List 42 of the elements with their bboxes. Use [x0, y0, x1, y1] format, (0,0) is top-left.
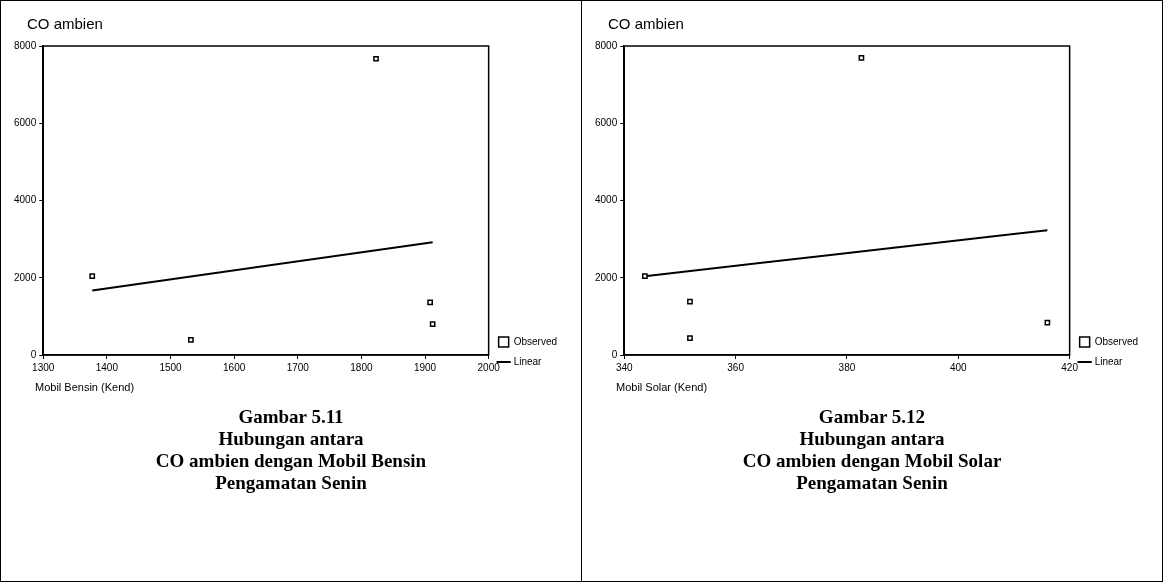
point	[687, 335, 693, 341]
x-tick-label: 1400	[95, 361, 119, 373]
y-tick-label: 2000	[14, 271, 37, 283]
point	[89, 273, 96, 280]
point	[641, 273, 648, 280]
x-tick-label: 1500	[159, 361, 183, 373]
y-tick-label: 8000	[14, 39, 37, 51]
point	[687, 298, 693, 305]
x-tick-label: 1900	[413, 361, 437, 373]
x-tick-label: 1600	[223, 361, 246, 373]
point	[187, 337, 194, 343]
point	[429, 321, 436, 327]
x-axis-title: Mobil Bensin (Kend)	[35, 381, 135, 393]
y-tick-label: 6000	[595, 117, 618, 128]
x-tick-label: 1300	[32, 361, 55, 373]
point	[427, 299, 433, 306]
text: Gambar 5.11 Hubungan antara CO ambien dengan Mobil Bensin Pengamatan Senin	[154, 406, 428, 494]
y-tick-label: 6000	[14, 117, 37, 128]
y-tick-label: 0	[30, 348, 37, 360]
legend-label: Observed	[513, 335, 557, 347]
x-axis-title: Mobil Solar (Kend)	[616, 381, 708, 393]
text: Gambar 5.12 Hubungan antara CO ambien dengan Mobil Solar Pengamatan Senin	[741, 406, 1003, 494]
legend-label: Linear	[513, 355, 543, 367]
x-tick-label: 340	[615, 361, 634, 373]
legend-label: Linear	[1094, 355, 1124, 367]
legend-label: Observed	[1094, 335, 1138, 347]
y-tick-label: 0	[611, 348, 618, 360]
x-tick-label: 2000	[477, 361, 501, 373]
y-axis-title: CO ambien	[27, 15, 103, 32]
point	[373, 55, 379, 62]
x-tick-label: 420	[1061, 361, 1079, 373]
x-tick-label: 380	[838, 361, 856, 373]
y-tick-label: 4000	[14, 194, 37, 206]
y-tick-label: 8000	[595, 39, 618, 51]
x-tick-label: 360	[727, 361, 745, 373]
y-axis-title: CO ambien	[608, 15, 684, 32]
x-tick-label: 1800	[350, 361, 373, 373]
x-tick-label: 400	[949, 361, 968, 373]
point	[858, 55, 865, 61]
y-tick-label: 2000	[595, 271, 618, 283]
x-tick-label: 1700	[286, 361, 310, 373]
y-tick-label: 4000	[595, 194, 618, 206]
